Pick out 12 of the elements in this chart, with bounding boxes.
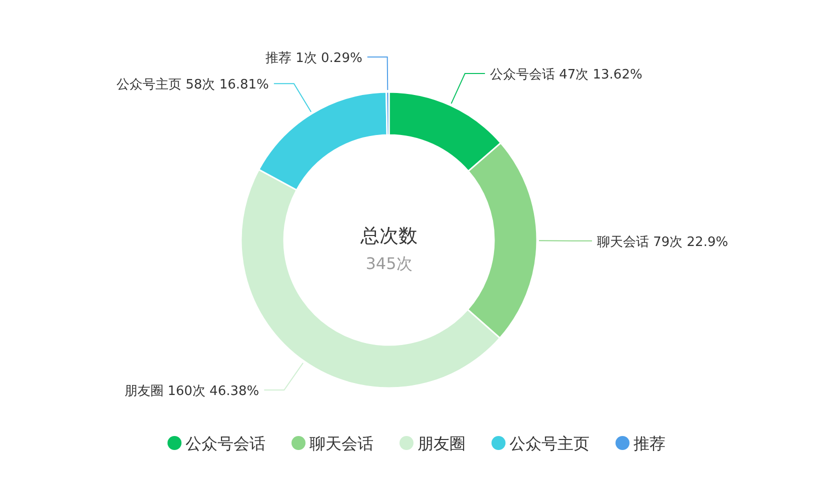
text: 总次数 bbox=[360, 225, 418, 247]
category-label: 公众号主页 58次 16.81% bbox=[116, 78, 269, 93]
category-label: 公众号会话 47次 13.62% bbox=[490, 68, 642, 83]
legend-label: 朋友圈 bbox=[418, 434, 466, 453]
legend-label: 聊天会话 bbox=[310, 434, 374, 453]
category-label: 聊天会话 79次 22.9% bbox=[597, 234, 728, 250]
legend-label: 公众号主页 bbox=[510, 434, 590, 453]
category-label: 推荐 1次 0.29% bbox=[265, 51, 362, 66]
legend-label: 公众号会话 bbox=[186, 434, 266, 453]
legend-label: 推荐 bbox=[634, 434, 666, 453]
text: 345次 bbox=[366, 254, 412, 273]
category-label: 朋友圈 160次 46.38% bbox=[124, 384, 260, 399]
